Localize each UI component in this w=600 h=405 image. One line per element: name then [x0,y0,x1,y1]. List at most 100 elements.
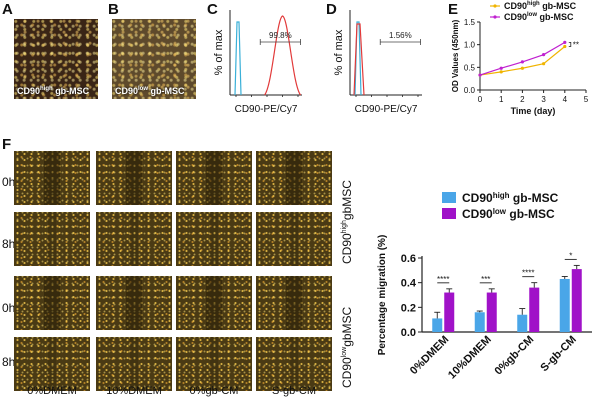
line-y-tick-label: 1.0 [464,41,476,50]
flow-histograms: 99.8% % of max CD90-PE/Cy7 1.56% % of max CD9… [213,10,422,115]
scratch-wound-gap [130,212,138,266]
bar-y-tick-label: 0.6 [401,253,416,265]
bar-legend-label: CD90low gb-MSC [462,207,555,221]
bar-significance-label: **** [437,275,449,284]
bar-1-1 [486,292,497,332]
panel-letter-d: D [326,1,337,18]
scratch-image [14,276,90,330]
line-legend-marker [493,4,497,8]
col-label-0-dmem: 0%DMEM [27,385,77,397]
line-point [478,73,482,77]
bar-y-tick-label: 0.2 [401,302,416,314]
line-point [563,44,567,49]
line-x-tick-label: 1 [499,95,504,104]
line-point [563,40,567,45]
line-significance-label: ** [573,40,579,49]
bar-0-1 [474,312,485,332]
bar-1-0 [444,292,455,332]
bar-0-0 [432,318,443,332]
scratch-wound-gap [210,212,218,266]
growth-curve-chart: 0.0 0.5 1.0 1.5 0 1 2 3 4 5 Time (day) OD Values (4… [451,1,589,116]
flow-x-label: CD90-PE/Cy7 [355,104,418,115]
line-point [499,70,503,74]
scratch-wound-gap [206,151,222,205]
bar-category-label: 0%gb-CM [492,334,536,378]
scratch-image [96,337,172,391]
scratch-image [256,276,332,330]
scratch-wound-gap [48,212,56,266]
bar-category-label: 0%DMEM [408,334,451,377]
bar-category-label: S-gb-CM [538,334,578,374]
bar-legend-swatch [442,208,456,219]
line-x-label: Time (day) [511,106,556,116]
line-point [542,53,546,57]
line-x-tick-label: 4 [563,95,568,104]
scratch-image [96,276,172,330]
col-label-10-dmem: 10%DMEM [106,385,162,397]
scratch-wound-gap [130,337,138,391]
bar-category-label: 10%DMEM [446,334,494,382]
panel-letter-b: B [108,1,119,18]
scratch-wound-gap [286,276,302,330]
bar-significance-label: * [569,251,572,260]
bar-1-3 [571,269,582,332]
flow-sample-curve [353,23,365,96]
bar-y-tick-label: 0.4 [401,278,417,290]
flow-histogram-d: 1.56% % of max CD90-PE/Cy7 [333,10,422,115]
panel-letter-f: F [2,136,12,153]
row-label-8h: 8h [2,355,16,369]
scratch-image [96,212,172,266]
scratch-image [14,337,90,391]
line-y-label: OD Values (450nm) [451,19,460,92]
scratch-wound-gap [210,337,218,391]
scratch-image [14,151,90,205]
scratch-wound-gap [48,337,56,391]
scratch-wound-gap [290,337,298,391]
line-legend-marker [493,15,497,19]
panel-letter-c: C [207,1,218,18]
bar-significance-label: **** [522,269,534,278]
flow-sample-curve [264,15,302,96]
scratch-wound-gap [126,151,142,205]
line-significance-bracket [568,42,572,47]
scratch-image [14,212,90,266]
line-x-tick-label: 5 [584,95,589,104]
scratch-image [176,337,252,391]
bar-0-3 [559,278,570,332]
bar-y-tick-label: 0.0 [401,327,416,339]
line-y-tick-label: 0.0 [464,86,476,95]
line-legend-label: CD90low gb-MSC [504,12,574,22]
line-series-1 [479,41,566,76]
bar-legend-swatch [442,192,456,203]
bar-1-2 [529,287,540,332]
flow-gate-percentage: 1.56% [389,31,412,40]
scratch-image [256,151,332,205]
flow-y-label: % of max [213,29,225,75]
scratch-image [176,151,252,205]
panel-letter-e: E [448,1,459,18]
flow-x-label: CD90-PE/Cy7 [235,104,298,115]
line-x-tick-label: 2 [520,95,525,104]
group-label-cd90-high: CD90highgbMSC [340,180,354,264]
line-x-tick-label: 3 [541,95,546,104]
bar-significance-label: *** [481,275,490,284]
panel-letter-a: A [2,1,13,18]
line-point [499,66,503,70]
scratch-image [256,212,332,266]
bar-0-2 [517,314,528,332]
col-label-0-gb-cm: 0%gb-CM [189,385,239,397]
scratch-image [176,276,252,330]
flow-isotype-curve [234,21,242,96]
micrograph-cd90-high: CD90high gb-MSC [14,19,98,99]
scratch-image [176,212,252,266]
micrograph-cd90-low: CD90low gb-MSC [112,19,196,99]
line-legend-label: CD90high gb-MSC [504,1,577,11]
flow-histogram-c: 99.8% % of max CD90-PE/Cy7 [213,10,302,115]
group-label-cd90-low: CD90lowgbMSC [340,306,354,388]
flow-y-label: % of max [333,29,345,75]
row-label-8h: 8h [2,237,16,251]
scratch-wound-gap [44,276,60,330]
bar-legend-label: CD90high gb-MSC [462,191,559,205]
line-point [520,66,524,70]
